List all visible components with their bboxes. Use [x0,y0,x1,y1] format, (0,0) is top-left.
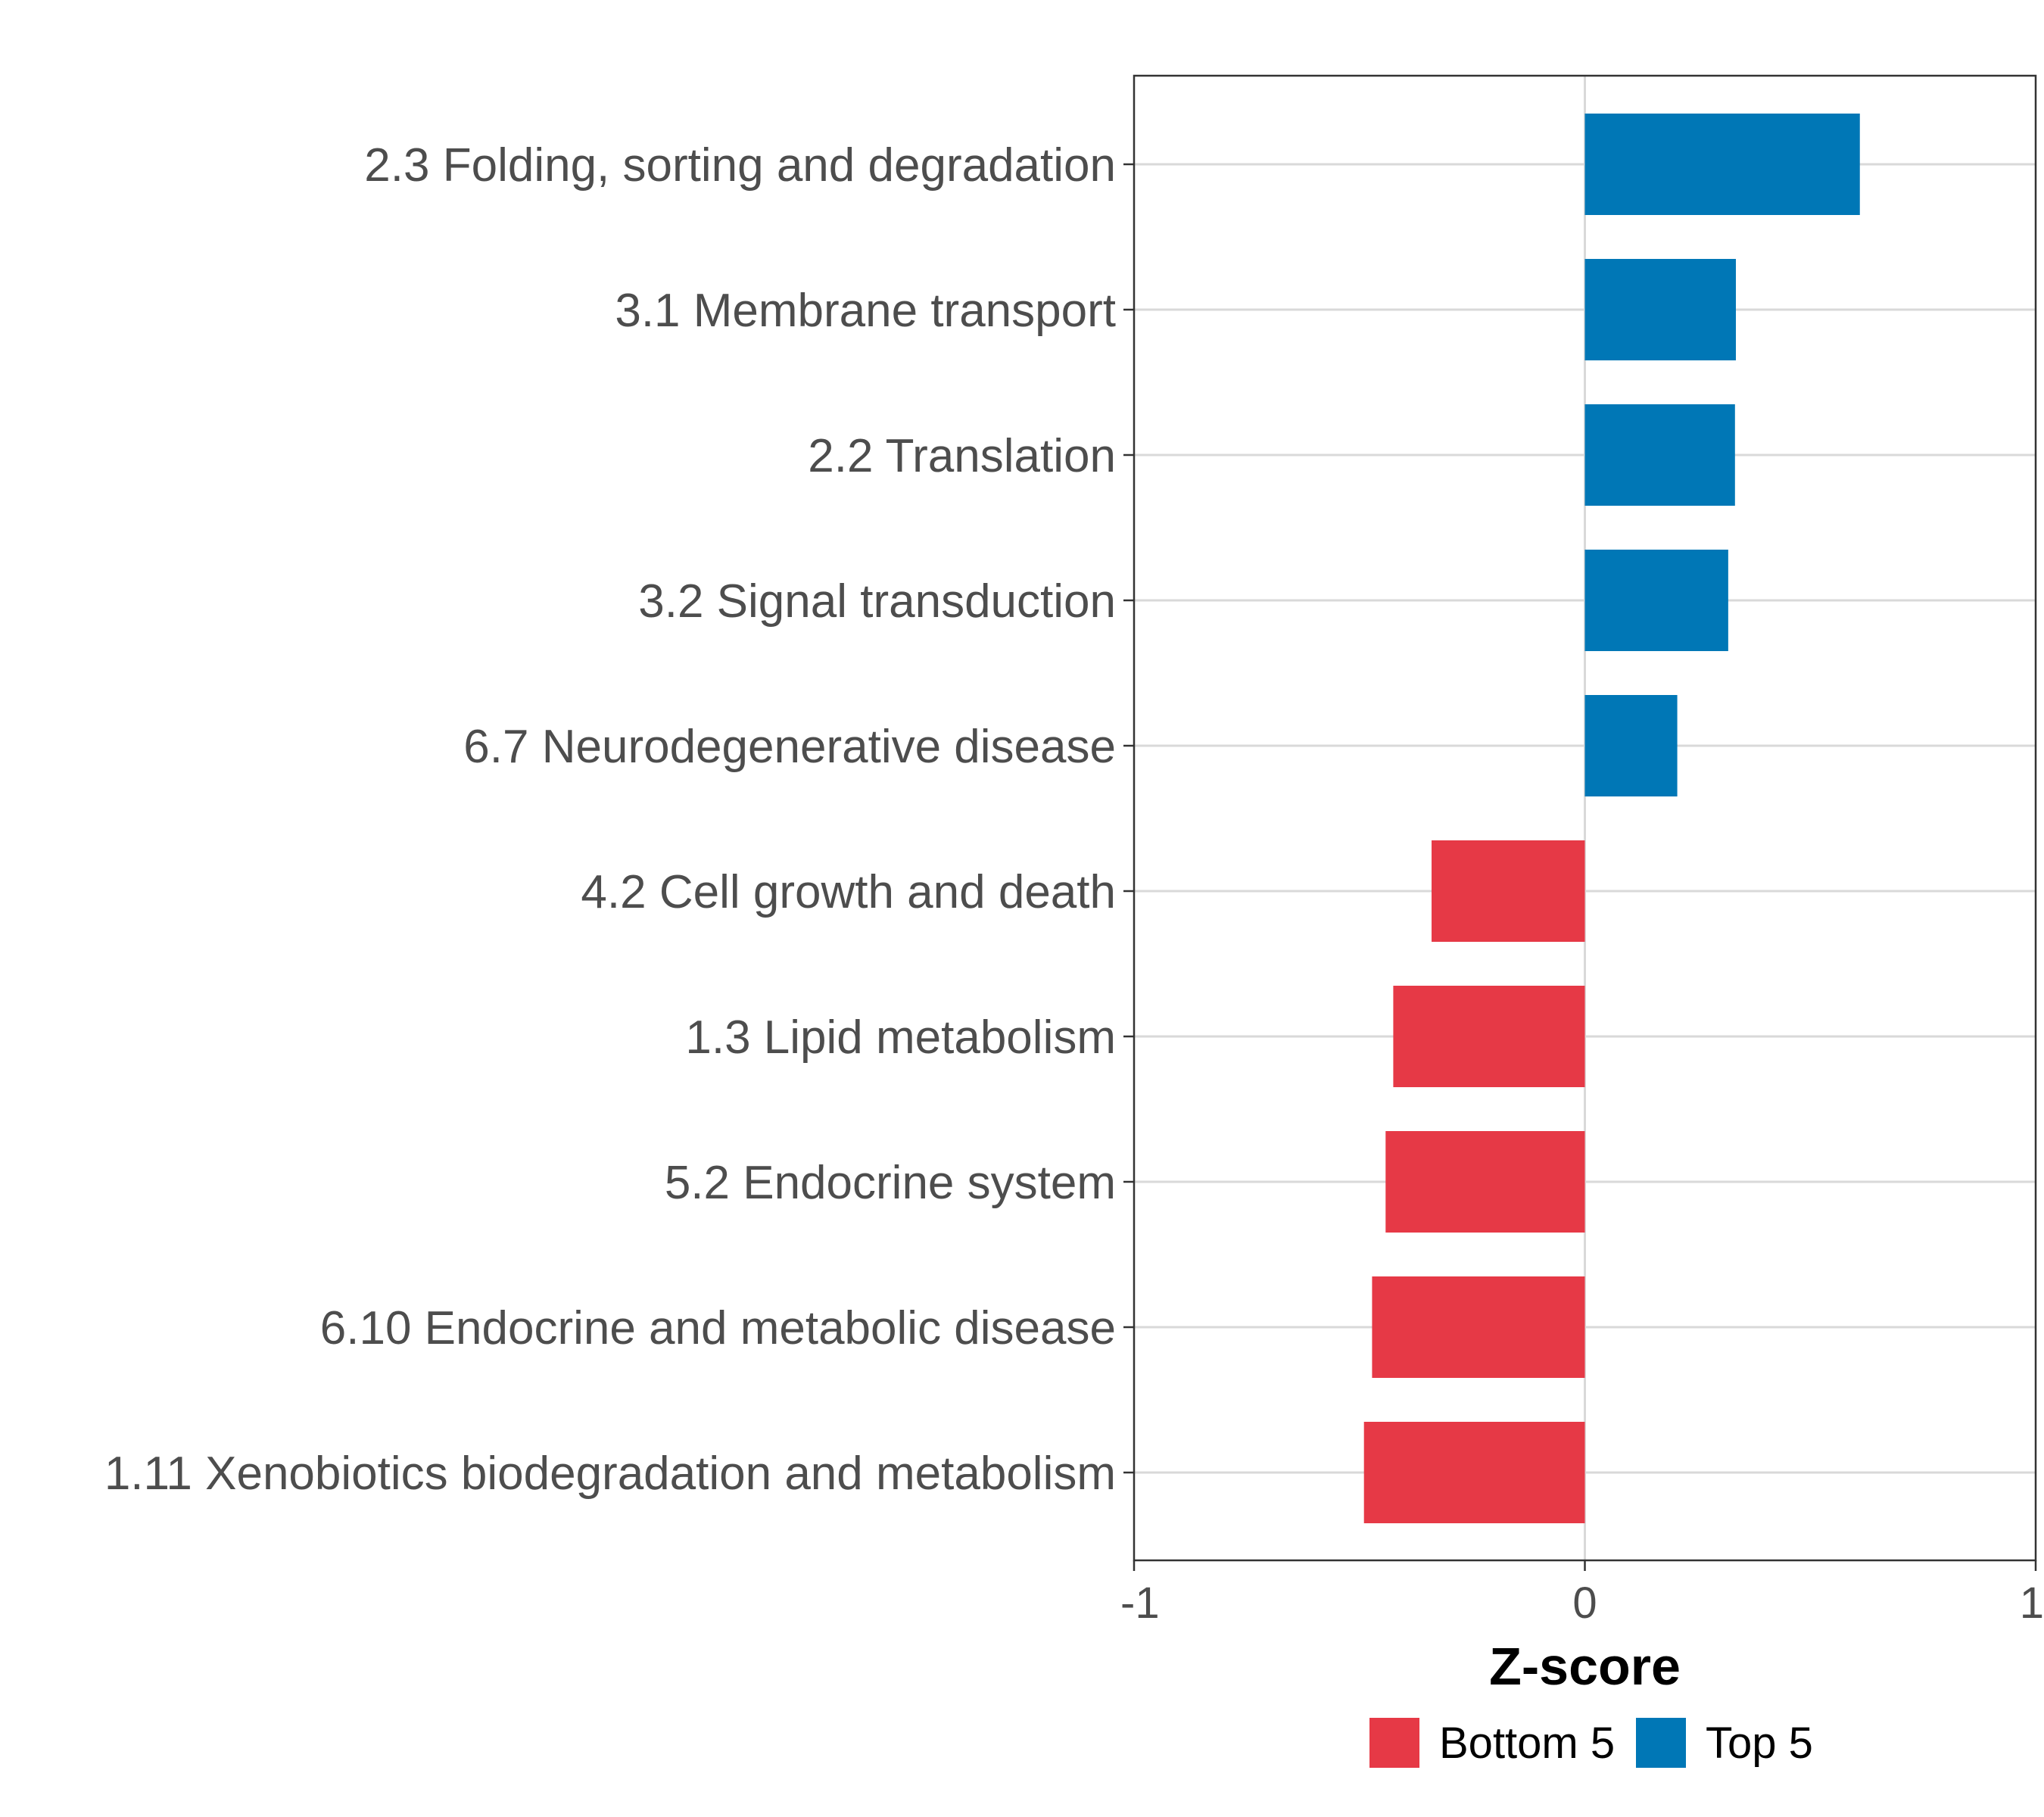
y-tick-label: 1.3 Lipid metabolism [685,1011,1116,1064]
bar-top-1 [1584,114,1860,215]
legend-label: Top 5 [1706,1719,1813,1768]
bar-bottom-8 [1385,1131,1585,1233]
bar-top-5 [1584,695,1678,796]
y-tick-label: 2.3 Folding, sorting and degradation [364,139,1116,192]
y-tick-label: 3.1 Membrane transport [615,285,1116,337]
y-axis-ticks: 2.3 Folding, sorting and degradation 3.1 … [104,139,1134,1500]
legend-label: Bottom 5 [1439,1719,1615,1768]
bar-bottom-9 [1372,1276,1585,1378]
bar-top-2 [1584,259,1736,360]
y-tick-label: 2.2 Translation [808,430,1116,482]
y-tick-label: 5.2 Endocrine system [665,1157,1116,1209]
x-tick-label: -1 [1120,1579,1160,1628]
bars [1363,114,1860,1523]
x-axis-ticks: -1 0 1 [1120,1560,2044,1628]
legend-swatch [1369,1718,1419,1768]
bar-bottom-10 [1363,1422,1585,1523]
y-tick-label: 1.11 Xenobiotics biodegradation and meta… [104,1448,1116,1500]
bar-top-3 [1584,404,1735,506]
bar-bottom-6 [1432,840,1585,942]
y-tick-label: 4.2 Cell growth and death [581,866,1116,918]
x-tick-label: 0 [1572,1579,1597,1628]
legend: Bottom 5 Top 5 [1369,1718,1813,1768]
y-tick-label: 6.10 Endocrine and metabolic disease [320,1302,1116,1354]
y-tick-label: 6.7 Neurodegenerative disease [463,721,1116,773]
x-axis-title: Z-score [1489,1637,1681,1696]
legend-swatch [1636,1718,1686,1768]
bar-top-4 [1584,550,1728,651]
bar-bottom-7 [1393,986,1585,1087]
x-tick-label: 1 [2020,1579,2044,1628]
y-tick-label: 3.2 Signal transduction [638,575,1116,628]
